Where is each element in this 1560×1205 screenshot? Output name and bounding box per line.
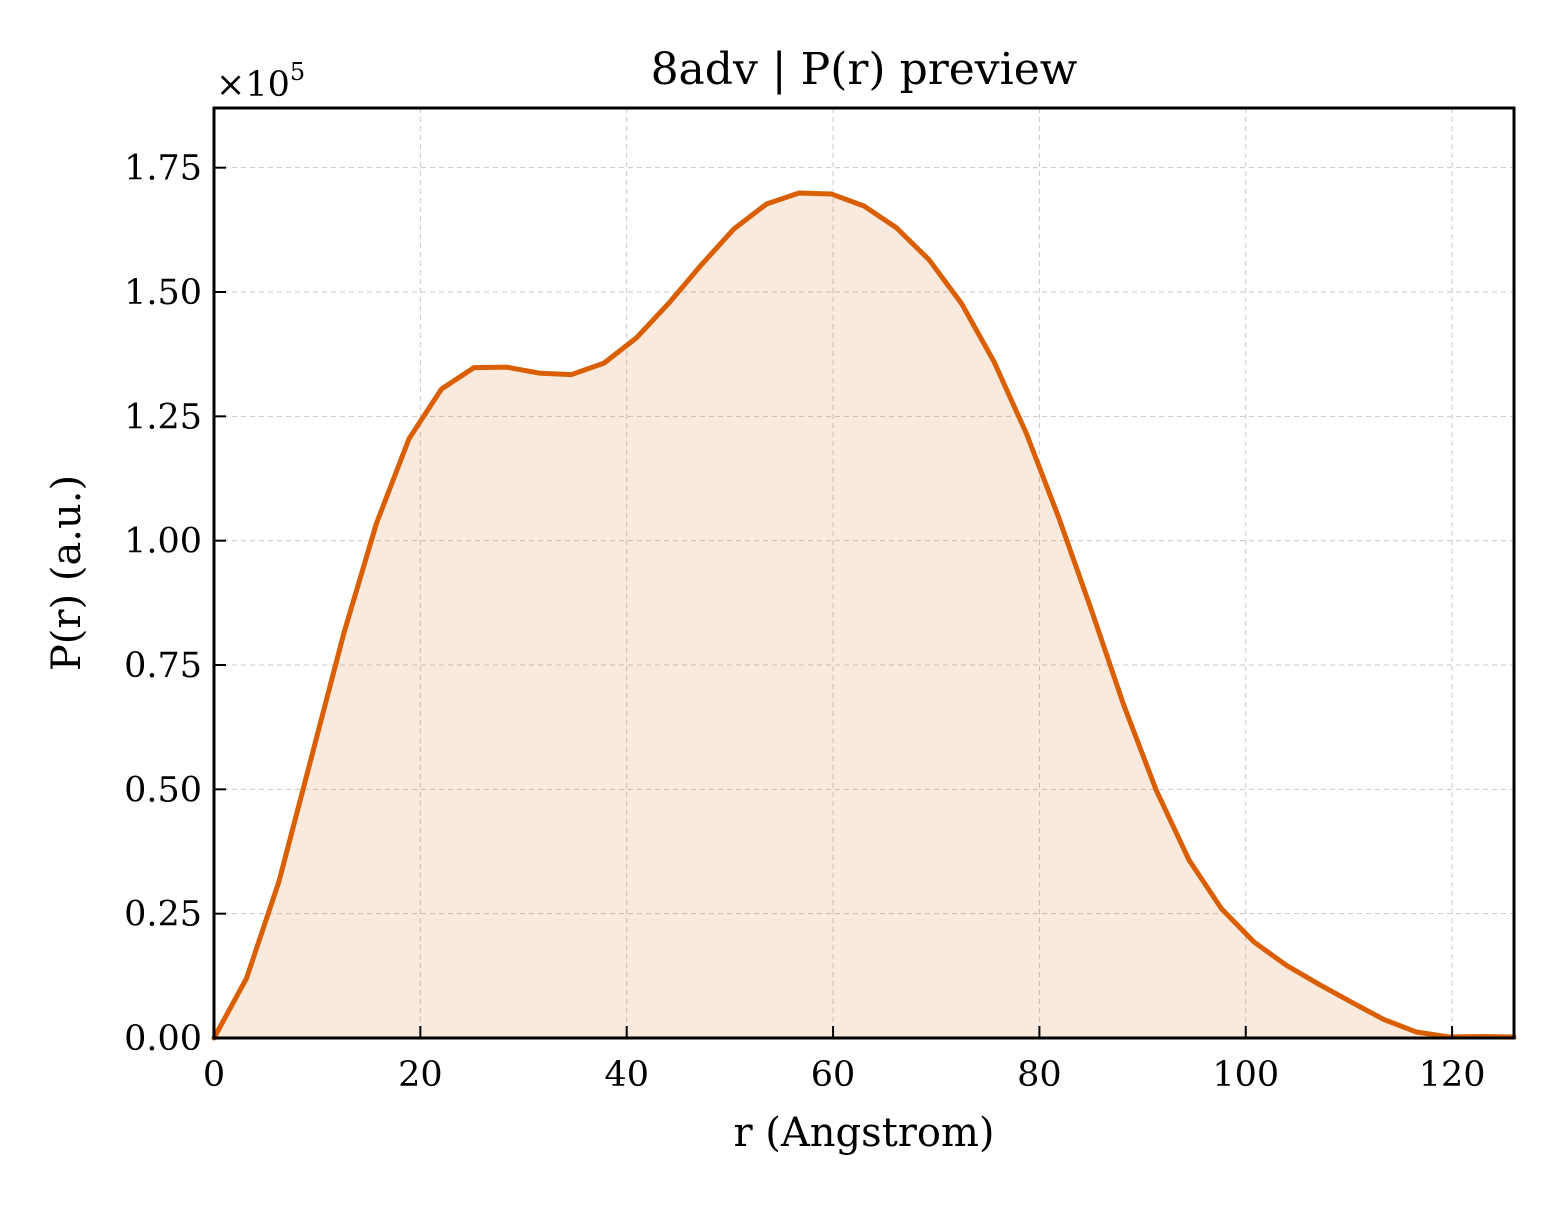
x-tick-label: 120 bbox=[1419, 1055, 1486, 1095]
y-tick-label: 0.50 bbox=[124, 770, 202, 810]
chart-title: 8adv | P(r) preview bbox=[651, 44, 1078, 95]
y-tick-label: 1.50 bbox=[124, 273, 202, 313]
y-tick-label: 0.00 bbox=[124, 1019, 202, 1059]
y-axis-label: P(r) (a.u.) bbox=[44, 475, 90, 671]
y-axis-multiplier: ×105 bbox=[216, 58, 305, 105]
series-area bbox=[214, 193, 1514, 1038]
y-tick-label: 1.25 bbox=[124, 397, 202, 437]
y-tick-label: 0.25 bbox=[124, 895, 202, 935]
y-axis-multiplier-exponent: 5 bbox=[290, 58, 305, 86]
y-tick-label: 1.00 bbox=[124, 522, 202, 562]
x-tick-label: 40 bbox=[604, 1055, 649, 1095]
x-tick-label: 60 bbox=[811, 1055, 856, 1095]
y-tick-label: 0.75 bbox=[124, 646, 202, 686]
x-tick-label: 80 bbox=[1017, 1055, 1062, 1095]
x-tick-label: 20 bbox=[398, 1055, 443, 1095]
x-tick-label: 0 bbox=[203, 1055, 225, 1095]
y-tick-label: 1.75 bbox=[124, 149, 202, 189]
area-fill-layer bbox=[214, 193, 1514, 1038]
x-tick-label: 100 bbox=[1212, 1055, 1279, 1095]
y-axis-multiplier-base: ×10 bbox=[216, 65, 290, 105]
x-axis-label: r (Angstrom) bbox=[733, 1110, 994, 1156]
